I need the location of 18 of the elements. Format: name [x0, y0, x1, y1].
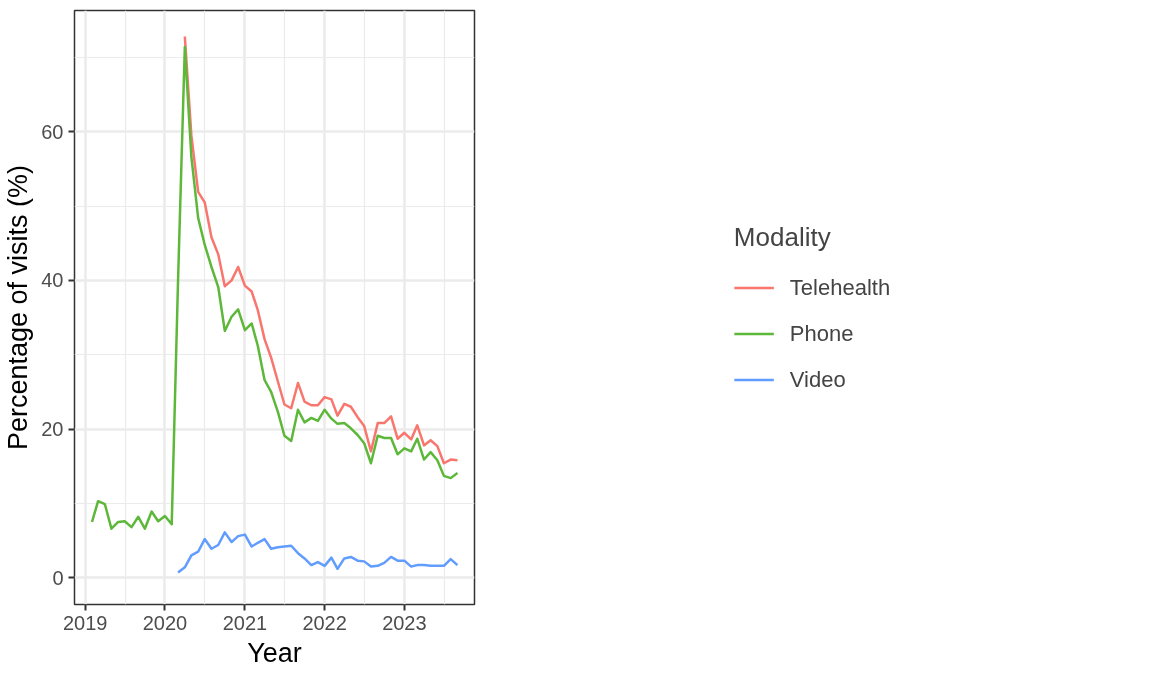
legend-label: Video [789, 366, 846, 393]
y-axis-title: Percentage of visits (%) [3, 164, 34, 451]
y-tick-label: 60 [41, 120, 64, 143]
y-tick-label: 0 [52, 566, 64, 589]
x-tick-label: 2023 [382, 611, 427, 634]
x-tick-label: 2020 [142, 611, 188, 634]
x-axis-title: Year [247, 637, 302, 668]
line-series [176, 531, 459, 574]
y-tick-label: 20 [41, 418, 64, 441]
legend-label: Telehealth [789, 274, 891, 301]
x-tick-label: 2022 [302, 611, 347, 634]
x-tick-label: 2021 [222, 611, 268, 634]
line-series [90, 45, 459, 530]
legend-title: Modality [733, 221, 832, 253]
line-series [183, 35, 459, 465]
legend-label: Phone [789, 320, 854, 347]
y-tick-label: 40 [41, 269, 64, 292]
x-tick-label: 2019 [62, 611, 108, 634]
